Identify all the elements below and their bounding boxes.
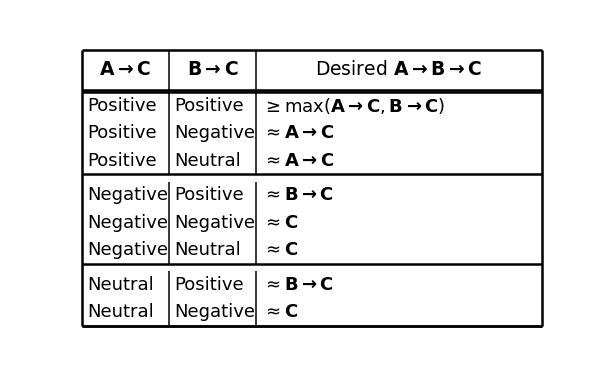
Text: Neutral: Neutral <box>174 241 241 259</box>
Text: Positive: Positive <box>174 97 244 115</box>
Text: $\approx \mathbf{B \rightarrow C}$: $\approx \mathbf{B \rightarrow C}$ <box>261 276 334 294</box>
Text: Neutral: Neutral <box>174 152 241 170</box>
Text: Negative: Negative <box>174 214 255 232</box>
Text: Negative: Negative <box>174 303 255 321</box>
Text: Negative: Negative <box>88 214 168 232</box>
Text: $\approx \mathbf{C}$: $\approx \mathbf{C}$ <box>261 303 298 321</box>
Text: $\approx \mathbf{A \rightarrow C}$: $\approx \mathbf{A \rightarrow C}$ <box>261 124 334 142</box>
Text: Positive: Positive <box>88 124 157 142</box>
Text: Positive: Positive <box>88 97 157 115</box>
Text: $\approx \mathbf{C}$: $\approx \mathbf{C}$ <box>261 241 298 259</box>
Text: Negative: Negative <box>174 124 255 142</box>
Text: $\mathbf{A \rightarrow C}$: $\mathbf{A \rightarrow C}$ <box>99 60 151 79</box>
Text: $\approx \mathbf{A \rightarrow C}$: $\approx \mathbf{A \rightarrow C}$ <box>261 152 334 170</box>
Text: Positive: Positive <box>88 152 157 170</box>
Text: $\mathbf{B \rightarrow C}$: $\mathbf{B \rightarrow C}$ <box>187 60 238 79</box>
Text: Neutral: Neutral <box>88 303 154 321</box>
Text: Desired $\mathbf{A \rightarrow B \rightarrow C}$: Desired $\mathbf{A \rightarrow B \righta… <box>315 60 483 79</box>
Text: Positive: Positive <box>174 276 244 294</box>
Text: $\approx \mathbf{C}$: $\approx \mathbf{C}$ <box>261 214 298 232</box>
Text: Negative: Negative <box>88 186 168 205</box>
Text: $\geq \max(\mathbf{A \rightarrow C}, \mathbf{B \rightarrow C})$: $\geq \max(\mathbf{A \rightarrow C}, \ma… <box>261 96 445 116</box>
Text: $\approx \mathbf{B \rightarrow C}$: $\approx \mathbf{B \rightarrow C}$ <box>261 186 334 205</box>
Text: Negative: Negative <box>88 241 168 259</box>
Text: Positive: Positive <box>174 186 244 205</box>
Text: Neutral: Neutral <box>88 276 154 294</box>
